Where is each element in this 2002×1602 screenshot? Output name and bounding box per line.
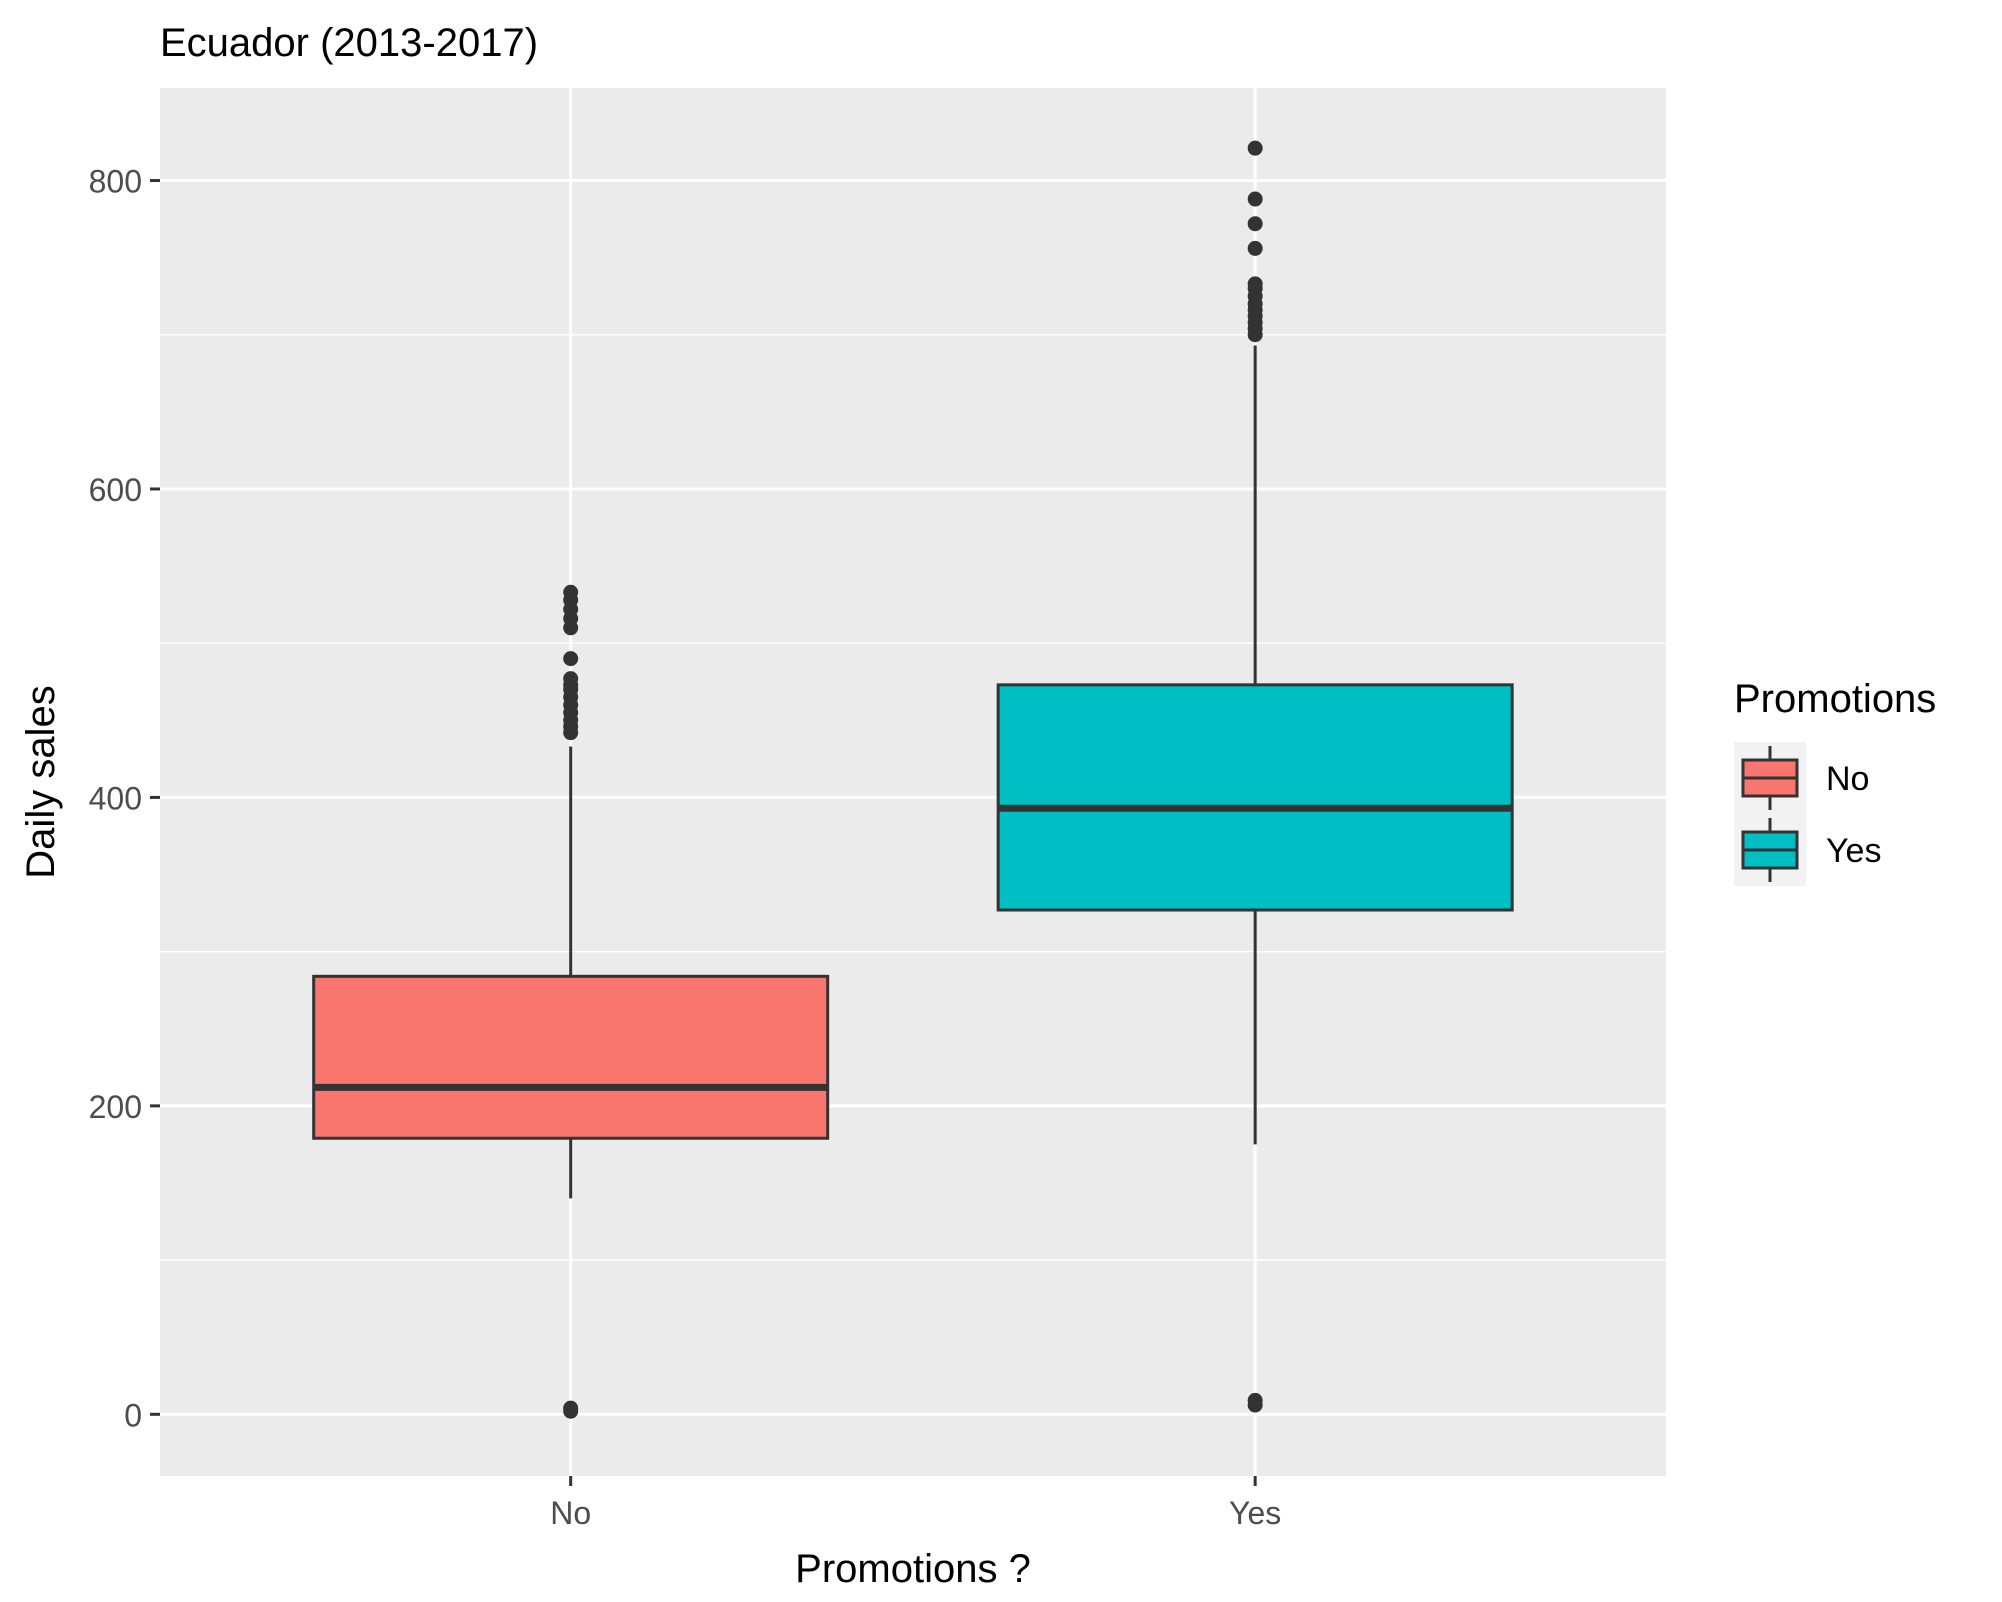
outlier-point	[563, 651, 579, 667]
y-tick-label: 0	[124, 1397, 142, 1433]
outlier-point	[1247, 216, 1263, 232]
axes: 0 200 400 600 800 No Yes	[89, 164, 1282, 1531]
box-iqr	[996, 683, 1514, 912]
outlier-point	[1247, 240, 1263, 256]
outlier-point	[1247, 1392, 1263, 1408]
legend: Promotions No Yes	[1734, 677, 1936, 886]
box-iqr	[312, 974, 830, 1140]
outlier-point	[563, 671, 579, 687]
outlier-point	[1247, 276, 1263, 292]
box-no	[312, 584, 830, 1419]
x-tick-label: No	[550, 1495, 591, 1531]
outlier-point	[1247, 191, 1263, 207]
outlier-point	[563, 584, 579, 600]
y-axis-label: Daily sales	[19, 685, 63, 878]
y-tick-label: 200	[89, 1089, 142, 1125]
legend-title: Promotions	[1734, 677, 1936, 721]
outlier-point	[1247, 140, 1263, 156]
outlier-point	[563, 1400, 579, 1416]
box-yes	[996, 140, 1514, 1413]
legend-label: No	[1826, 760, 1869, 798]
x-tick-label: Yes	[1229, 1495, 1281, 1531]
legend-item-yes: Yes	[1734, 814, 1881, 886]
chart-title: Ecuador (2013-2017)	[160, 21, 538, 65]
x-axis-label: Promotions ?	[795, 1547, 1031, 1591]
y-tick-label: 800	[89, 164, 142, 200]
y-tick-label: 400	[89, 780, 142, 816]
boxes	[312, 140, 1514, 1419]
legend-item-no: No	[1734, 742, 1869, 814]
y-tick-label: 600	[89, 472, 142, 508]
legend-label: Yes	[1826, 832, 1881, 870]
